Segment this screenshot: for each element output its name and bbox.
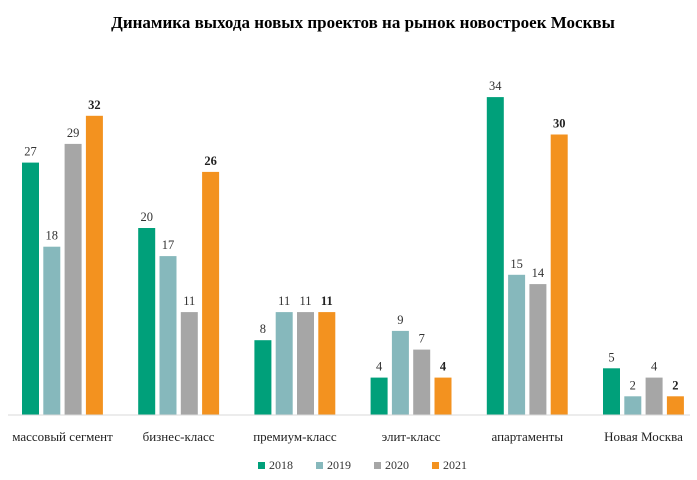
data-label-2021-3: 4 xyxy=(440,360,447,374)
bar-2018-1 xyxy=(138,228,156,415)
data-label-2019-0: 18 xyxy=(46,229,59,243)
legend: 2018 2019 2020 2021 xyxy=(258,458,467,472)
legend-swatch-2021 xyxy=(432,462,439,469)
category-label-4: апартаменты xyxy=(491,429,563,444)
data-label-2019-4: 15 xyxy=(510,257,523,271)
bar-2020-4 xyxy=(529,284,547,415)
bar-2020-2 xyxy=(297,312,314,415)
bar-2019-0 xyxy=(43,246,61,415)
data-label-2020-1: 11 xyxy=(183,294,195,308)
data-label-2019-2: 11 xyxy=(278,294,290,308)
legend-label-2020: 2020 xyxy=(385,458,409,472)
data-label-2021-4: 30 xyxy=(553,117,566,131)
category-label-5: Новая Москва xyxy=(604,429,683,444)
bar-2019-5 xyxy=(624,396,642,415)
data-label-2020-3: 7 xyxy=(419,332,425,346)
data-label-2021-2: 11 xyxy=(321,294,333,308)
legend-swatch-2019 xyxy=(316,462,323,469)
bar-2020-1 xyxy=(180,312,198,415)
bar-2021-4 xyxy=(550,134,568,415)
data-label-2020-2: 11 xyxy=(299,294,311,308)
data-label-2018-2: 8 xyxy=(260,322,266,336)
data-label-2019-3: 9 xyxy=(397,313,403,327)
data-label-2020-5: 4 xyxy=(651,360,658,374)
data-label-2019-1: 17 xyxy=(162,238,175,252)
bar-2019-1 xyxy=(159,256,177,415)
bar-2021-0 xyxy=(85,115,103,416)
bar-2018-5 xyxy=(603,368,620,416)
legend-swatch-2020 xyxy=(374,462,381,469)
bar-2018-4 xyxy=(486,97,504,415)
bar-2019-4 xyxy=(508,274,526,416)
bar-2019-3 xyxy=(391,330,409,415)
bar-2021-2 xyxy=(318,312,336,415)
bar-2019-2 xyxy=(275,312,293,415)
category-labels-group: массовый сегмент бизнес-класс премиум-клас… xyxy=(12,429,683,444)
bar-2021-5 xyxy=(666,396,684,415)
legend-label-2019: 2019 xyxy=(327,458,351,472)
data-label-2018-1: 20 xyxy=(140,210,153,224)
data-label-2020-0: 29 xyxy=(67,126,80,140)
bars-group xyxy=(22,97,684,416)
bar-2018-2 xyxy=(254,340,272,415)
bar-2020-3 xyxy=(413,349,431,416)
category-label-2: премиум-класс xyxy=(253,429,337,444)
legend-label-2018: 2018 xyxy=(269,458,293,472)
bar-2018-3 xyxy=(370,377,388,415)
data-label-2018-3: 4 xyxy=(376,360,383,374)
data-label-2021-1: 26 xyxy=(204,154,217,168)
category-label-3: элит-класс xyxy=(382,429,441,444)
data-label-2018-0: 27 xyxy=(24,145,37,159)
data-label-2018-4: 34 xyxy=(489,79,502,93)
data-label-2021-0: 32 xyxy=(88,98,101,112)
bar-2018-0 xyxy=(22,162,39,415)
data-label-2019-5: 2 xyxy=(630,378,636,392)
bar-2021-1 xyxy=(202,171,220,415)
data-label-2021-5: 2 xyxy=(672,378,678,392)
data-label-2020-4: 14 xyxy=(532,266,545,280)
bar-2021-3 xyxy=(434,377,452,415)
chart-title: Динамика выхода новых проектов на рынок … xyxy=(111,13,615,32)
category-label-1: бизнес-класс xyxy=(143,429,215,444)
bar-2020-0 xyxy=(64,143,82,415)
data-label-2018-5: 5 xyxy=(608,350,614,364)
bar-2020-5 xyxy=(645,377,663,415)
legend-swatch-2018 xyxy=(258,462,265,469)
category-label-0: массовый сегмент xyxy=(12,429,113,444)
legend-label-2021: 2021 xyxy=(443,458,467,472)
